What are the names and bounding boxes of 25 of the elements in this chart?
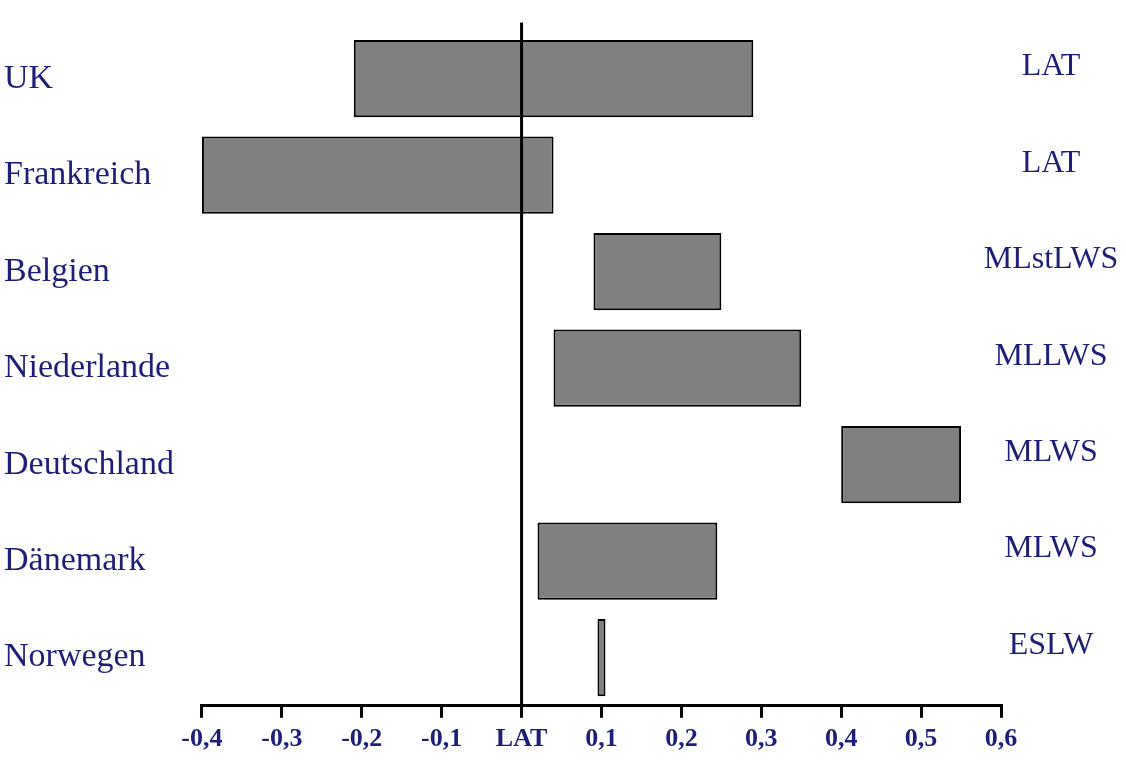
x-tick-label: 0,6: [984, 723, 1018, 753]
x-tick-label: LAT: [495, 723, 548, 753]
x-tick-label: 0,4: [824, 723, 858, 753]
text: LAT: [1021, 142, 1081, 179]
text: ESLW: [1008, 624, 1095, 661]
annotation: MLLWS: [994, 335, 1108, 372]
x-tick-label: -0,2: [341, 723, 383, 753]
x-tick-label: -0,4: [181, 723, 223, 753]
y-tick-label: Niederlande: [4, 347, 171, 385]
y-tick-label: UK: [4, 57, 54, 95]
x-tick-label: 0,2: [665, 723, 698, 753]
x-tick-label: -0,1: [421, 723, 463, 753]
x-tick-label: 0,5: [904, 723, 938, 753]
y-tick-label: Norwegen: [4, 636, 146, 674]
x-tick-label: 0,3: [745, 723, 778, 753]
text: MLWS: [1004, 528, 1098, 565]
x-tick-label: 0,1: [585, 723, 618, 753]
x-tick-label: -0,3: [261, 723, 303, 753]
y-tick-label: Frankreich: [4, 154, 152, 192]
y-tick-label: Deutschland: [4, 443, 174, 481]
text: LAT: [1021, 46, 1081, 83]
y-tick-label: Dänemark: [4, 539, 146, 577]
annotation: MLstLWS: [983, 239, 1119, 276]
y-tick-label: Belgien: [4, 250, 110, 288]
text: MLWS: [1004, 431, 1098, 468]
